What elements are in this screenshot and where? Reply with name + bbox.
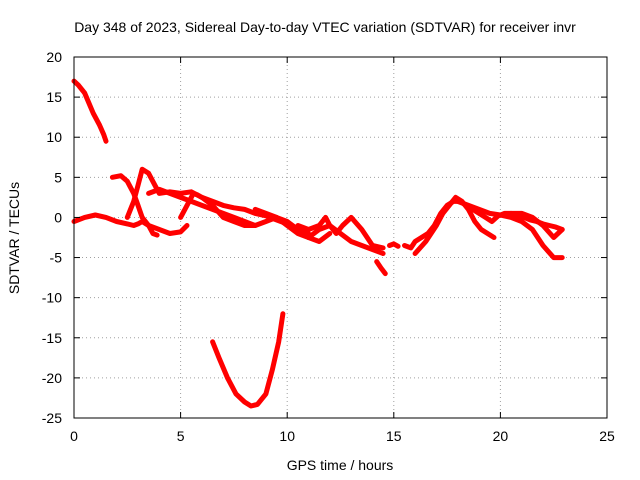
chart-title: Day 348 of 2023, Sidereal Day-to-day VTE… — [74, 19, 576, 35]
y-tick-label: 0 — [54, 209, 62, 225]
x-tick-label: 20 — [493, 428, 509, 444]
x-tick-label: 0 — [70, 428, 78, 444]
series-arc-9 — [295, 214, 386, 251]
y-tick-label: -20 — [42, 370, 62, 386]
y-tick-label: 20 — [46, 49, 62, 65]
grid — [74, 57, 607, 418]
y-tick-label: -15 — [42, 330, 62, 346]
y-axis-label: SDTVAR / TECUs — [6, 182, 22, 294]
axis-ticks: 0 5 10 15 20 25 20 15 10 5 0 -5 -10 -15 -20 -25 — [42, 49, 615, 444]
x-tick-label: 10 — [279, 428, 295, 444]
series-arc-6 — [146, 186, 258, 228]
series-arc-8 — [252, 206, 386, 256]
plot-frame — [73, 56, 608, 419]
series-arc-12 — [412, 194, 497, 256]
series-arc-10 — [374, 259, 388, 277]
y-tick-label: 10 — [46, 129, 62, 145]
y-tick-label: -5 — [50, 250, 63, 266]
y-tick-label: -10 — [42, 290, 62, 306]
y-tick-label: 5 — [54, 169, 62, 185]
x-tick-label: 25 — [599, 428, 615, 444]
x-axis-label: GPS time / hours — [287, 457, 394, 473]
x-tick-label: 5 — [177, 428, 185, 444]
series-arc-1 — [71, 78, 109, 144]
series-arc-3 — [71, 212, 190, 236]
series-arc-13 — [455, 198, 565, 261]
x-tick-label: 15 — [386, 428, 402, 444]
series-arc-4 — [109, 173, 160, 238]
y-tick-label: -25 — [42, 410, 62, 426]
data-traces — [71, 78, 565, 409]
series-arc-2 — [210, 311, 286, 409]
y-tick-label: 15 — [46, 89, 62, 105]
series-arc-14 — [508, 210, 565, 240]
series-arc-15 — [387, 241, 401, 249]
